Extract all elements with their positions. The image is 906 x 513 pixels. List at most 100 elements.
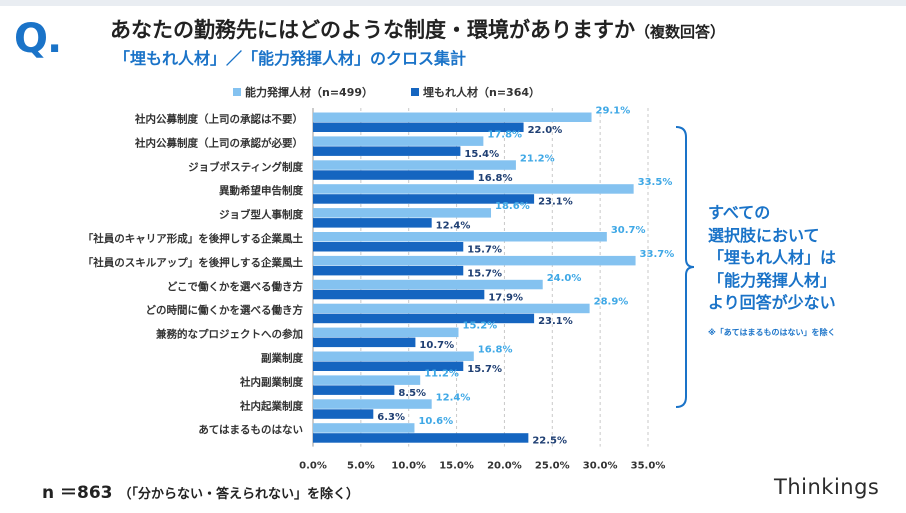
x-tick-label: 20.0% (487, 461, 522, 472)
data-label: 29.1% (596, 106, 631, 117)
category-label: 「社員のキャリア形成」を後押しする企業風土 (83, 232, 304, 245)
brand-logo-text: Thinkings (774, 475, 880, 499)
data-label: 6.3% (377, 412, 405, 423)
data-label: 22.0% (528, 125, 563, 136)
x-tick-label: 10.0% (391, 461, 426, 472)
x-tick-label: 30.0% (583, 461, 618, 472)
data-label: 15.2% (462, 321, 497, 332)
category-label: 兼務的なプロジェクトへの参加 (156, 328, 303, 341)
title-text: あなたの勤務先にはどのような制度・環境がありますか (110, 18, 635, 42)
callout-line: すべての (708, 203, 771, 222)
data-label: 8.5% (398, 388, 426, 399)
data-label: 23.1% (538, 197, 573, 208)
sample-size-value: n ＝863 (42, 483, 113, 503)
category-label: 社内公募制度（上司の承認は不要） (134, 113, 303, 126)
data-label: 15.7% (467, 245, 502, 256)
bar-buried (313, 337, 416, 348)
bar-buried (313, 194, 535, 204)
category-label: どの時間に働くかを選べる働き方 (146, 304, 304, 317)
bar-buried (313, 313, 535, 324)
x-tick-label: 0.0% (299, 461, 327, 472)
bar-buried (313, 218, 432, 228)
callout-note: ※「あてはまるものはない」を除く (708, 328, 836, 337)
data-label: 21.2% (520, 153, 555, 164)
title-note: （複数回答） (635, 23, 726, 41)
data-label: 15.7% (467, 268, 502, 279)
x-tick-label: 35.0% (631, 461, 666, 472)
bar-ability (313, 303, 590, 314)
bar-ability (313, 255, 636, 266)
category-label: 副業制度 (261, 352, 303, 365)
data-label: 18.6% (495, 201, 530, 212)
data-label: 10.7% (419, 340, 454, 351)
data-label: 11.2% (424, 368, 459, 379)
bar-buried (313, 122, 524, 132)
x-tick-label: 15.0% (439, 461, 474, 472)
data-label: 23.1% (538, 316, 573, 327)
bar-ability (313, 351, 474, 361)
bar-ability (313, 112, 592, 122)
category-label: ジョブポスティング制度 (188, 160, 303, 173)
callout-line: 「埋もれ人材」は (708, 248, 837, 267)
bar-ability (313, 279, 543, 290)
bar-buried (313, 146, 461, 156)
page-title: あなたの勤務先にはどのような制度・環境がありますか（複数回答） (110, 14, 725, 44)
callout-line: 「能力発揮人材」 (708, 270, 837, 290)
data-label: 30.7% (611, 225, 646, 236)
x-tick-label: 5.0% (347, 461, 375, 472)
data-label: 33.7% (640, 249, 675, 260)
bar-buried (313, 265, 464, 276)
bar-buried (313, 170, 474, 180)
sample-size-note: （「分からない・答えられない」を除く） (118, 487, 359, 502)
bar-ability (313, 136, 484, 146)
data-label: 16.8% (478, 173, 513, 184)
data-label: 15.7% (467, 364, 502, 375)
question-mark: Q. (14, 16, 62, 62)
bar-buried (313, 242, 464, 252)
bar-ability (313, 399, 432, 409)
bar-ability (313, 232, 607, 242)
bar-ability (313, 208, 492, 218)
bar-buried (313, 289, 485, 300)
legend-label: 埋もれ人材（n=364） (423, 85, 540, 99)
data-label: 28.9% (594, 297, 629, 308)
top-bar (0, 0, 906, 6)
data-label: 17.9% (488, 292, 523, 303)
category-label: あてはまるものはない (198, 423, 303, 436)
bar-ability (313, 327, 459, 338)
sample-size: n ＝863 （「分からない・答えられない」を除く） (42, 478, 359, 503)
callout-line: 選択肢において (708, 225, 820, 245)
bracket (675, 126, 695, 408)
category-label: 社内起業制度 (239, 399, 303, 412)
callout-line: より回答が少ない (708, 293, 836, 312)
bar-buried (313, 409, 374, 419)
page-subtitle: 「埋もれ人材」／「能力発揮人材」のクロス集計 (114, 49, 467, 68)
callout-box: すべての 選択肢において 「埋もれ人材」は 「能力発揮人材」 より回答が少ない (708, 202, 858, 315)
bar-ability (313, 375, 421, 385)
bar-buried (313, 385, 395, 395)
data-label: 15.4% (464, 149, 499, 160)
bar-buried (313, 361, 464, 371)
data-label: 12.4% (436, 221, 471, 232)
x-tick-label: 25.0% (535, 461, 570, 472)
category-label: 社内副業制度 (239, 375, 303, 388)
bar-ability (313, 160, 516, 170)
legend-swatch (411, 88, 419, 96)
category-label: 社内公募制度（上司の承認が必要） (134, 136, 303, 149)
data-label: 33.5% (638, 177, 673, 188)
data-label: 24.0% (547, 273, 582, 284)
category-label: ジョブ型人事制度 (219, 208, 303, 221)
bar-ability (313, 184, 634, 194)
data-label: 16.8% (478, 345, 513, 356)
category-label: 「社員のスキルアップ」を後押しする企業風土 (83, 256, 304, 269)
legend-label: 能力発揮人材（n=499） (245, 85, 373, 99)
category-label: どこで働くかを選べる働き方 (167, 280, 304, 293)
data-label: 10.6% (418, 416, 453, 427)
bar-ability (313, 423, 415, 433)
data-label: 22.5% (532, 436, 567, 447)
data-label: 17.8% (487, 129, 522, 140)
data-label: 12.4% (436, 392, 471, 403)
legend-swatch (233, 88, 241, 96)
